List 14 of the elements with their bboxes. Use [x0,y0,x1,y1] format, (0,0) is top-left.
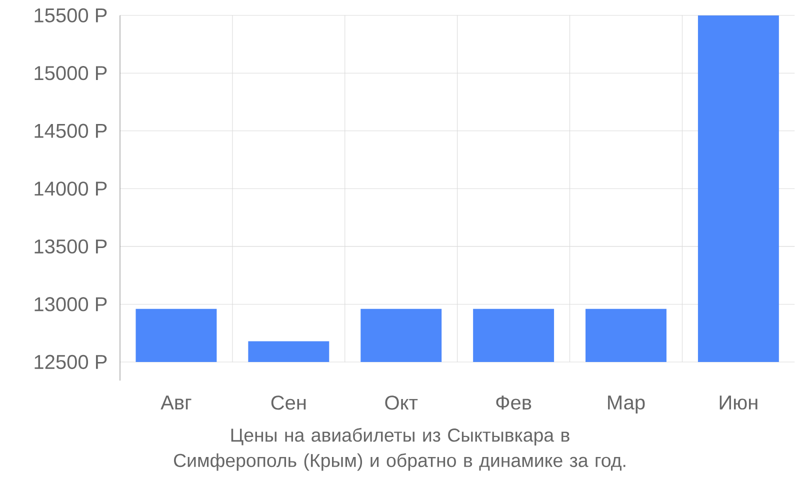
x-tick-label: Фев [496,396,532,410]
text: Цены на авиабилеты из Сыктывкара в Симферополь (Крым) и обратно в динамике за год. [174,428,626,471]
x-tick-label: Сен [271,396,306,410]
x-tick-label: Окт [385,396,418,410]
y-tick-label: 14000 Р [34,182,107,196]
y-tick-label: 13000 Р [34,297,107,312]
x-tick-label: Июн [720,396,758,410]
y-tick-label: 15500 Р [34,8,107,22]
y-tick-label: 12500 Р [34,354,107,370]
x-tick-label: Авг [160,396,192,410]
y-tick-label: 13500 Р [34,239,107,254]
x-tick-label: Мар [608,396,645,414]
y-tick-label: 15000 Р [34,66,107,80]
y-tick-label: 14500 Р [34,124,107,138]
